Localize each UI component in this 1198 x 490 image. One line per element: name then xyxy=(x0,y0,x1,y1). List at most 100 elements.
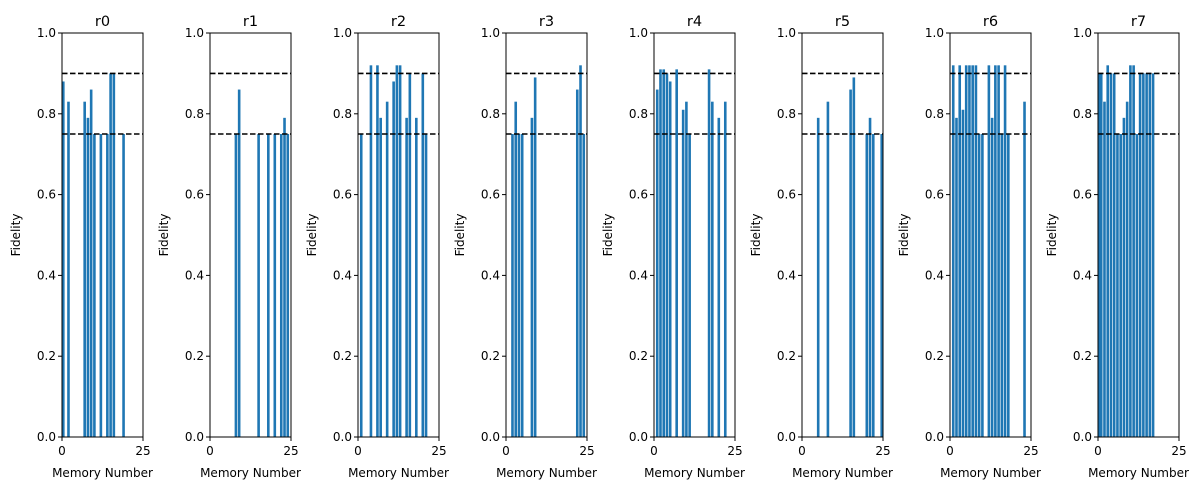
bar xyxy=(1122,117,1126,437)
bar xyxy=(257,134,260,437)
subplot-r0: 0.0 0.2 0.4 0.6 0.8 1.0 0 25 r0 Memory Number Fide… xyxy=(9,14,153,480)
bar xyxy=(958,65,962,437)
x-tick-label: 0 xyxy=(946,444,954,458)
bar xyxy=(530,117,534,437)
bar xyxy=(1109,73,1113,438)
bar xyxy=(1099,73,1103,438)
y-tick-label: 0.2 xyxy=(925,349,944,363)
y-tick-label: 1.0 xyxy=(481,26,500,40)
chart-title: r7 xyxy=(1131,14,1146,30)
bar xyxy=(1148,73,1152,438)
y-tick-label: 0.4 xyxy=(37,268,56,282)
bar xyxy=(668,81,672,437)
x-tick-label: 0 xyxy=(206,444,214,458)
bar xyxy=(237,89,241,437)
bar xyxy=(1116,134,1119,437)
x-tick-label: 25 xyxy=(135,444,150,458)
bar xyxy=(514,101,518,438)
subplot-r2: 0.0 0.2 0.4 0.6 0.8 1.0 0 25 r2 Memory Number Fide… xyxy=(305,14,449,480)
bar xyxy=(968,65,971,437)
bar xyxy=(655,89,659,437)
bar xyxy=(1135,134,1139,437)
y-tick-label: 1.0 xyxy=(777,26,796,40)
x-axis-label: Memory Number xyxy=(1088,466,1189,480)
axes-frame xyxy=(505,32,588,438)
y-tick-label: 0.2 xyxy=(1073,349,1092,363)
bar xyxy=(86,117,90,437)
bar xyxy=(997,65,1000,437)
subplot-r4: 0.0 0.2 0.4 0.6 0.8 1.0 0 25 r4 Memory Number Fide… xyxy=(601,14,745,480)
bar xyxy=(826,101,830,438)
bar xyxy=(665,73,669,438)
bar xyxy=(688,134,691,437)
bar xyxy=(852,77,856,437)
bar xyxy=(685,101,688,438)
subplot-r3: 0.0 0.2 0.4 0.6 0.8 1.0 0 25 r3 Memory Number Fide… xyxy=(453,14,597,480)
y-tick-label: 0.8 xyxy=(37,107,56,121)
y-tick-label: 0.6 xyxy=(333,188,352,202)
bar xyxy=(1103,101,1106,438)
x-tick-label: 0 xyxy=(502,444,510,458)
axes-frame xyxy=(61,32,144,438)
bar xyxy=(880,134,883,437)
x-axis-label: Memory Number xyxy=(940,466,1041,480)
y-axis-label: Fidelity xyxy=(157,214,171,257)
bar xyxy=(1138,73,1142,438)
bar xyxy=(579,65,582,437)
y-tick-label: 0.0 xyxy=(925,430,944,444)
y-axis-label: Fidelity xyxy=(1045,214,1059,257)
axes-frame xyxy=(209,32,292,438)
bar xyxy=(994,65,997,437)
axes-frame xyxy=(653,32,736,438)
bar xyxy=(286,134,290,437)
y-tick-label: 0.4 xyxy=(629,268,648,282)
chart-title: r4 xyxy=(687,14,702,30)
bar xyxy=(1106,65,1110,437)
x-axis-label: Memory Number xyxy=(200,466,301,480)
bar xyxy=(67,101,70,438)
y-tick-label: 0.2 xyxy=(37,349,56,363)
y-tick-label: 0.0 xyxy=(481,430,500,444)
y-tick-label: 0.6 xyxy=(1073,188,1092,202)
y-tick-label: 0.6 xyxy=(185,188,204,202)
bar xyxy=(421,73,425,438)
bar xyxy=(707,69,711,438)
y-tick-label: 0.6 xyxy=(777,188,796,202)
bar xyxy=(1112,73,1116,438)
y-tick-label: 1.0 xyxy=(1073,26,1092,40)
x-axis-label: Memory Number xyxy=(644,466,745,480)
y-tick-label: 1.0 xyxy=(925,26,944,40)
bar xyxy=(424,134,428,437)
bar xyxy=(1023,101,1026,438)
y-axis-label: Fidelity xyxy=(749,214,763,257)
bar xyxy=(961,109,965,437)
y-tick-label: 1.0 xyxy=(333,26,352,40)
bar xyxy=(723,101,727,438)
bar xyxy=(1132,65,1135,437)
x-tick-label: 25 xyxy=(1023,444,1038,458)
subplot-r7: 0.0 0.2 0.4 0.6 0.8 1.0 0 25 r7 Memory Number Fide… xyxy=(1045,14,1189,480)
bar xyxy=(1151,73,1155,438)
y-axis-label: Fidelity xyxy=(897,214,911,257)
y-axis-label: Fidelity xyxy=(453,214,467,257)
x-tick-label: 0 xyxy=(354,444,362,458)
y-tick-label: 0.4 xyxy=(185,268,204,282)
bar xyxy=(511,134,514,437)
x-tick-label: 25 xyxy=(579,444,594,458)
bar xyxy=(533,77,537,437)
y-tick-label: 0.4 xyxy=(1073,268,1092,282)
bar xyxy=(1145,73,1148,438)
y-tick-label: 0.6 xyxy=(925,188,944,202)
bar xyxy=(681,109,685,437)
y-tick-label: 0.6 xyxy=(37,188,56,202)
x-axis-label: Memory Number xyxy=(52,466,153,480)
axes-frame xyxy=(949,32,1032,438)
axes-frame xyxy=(357,32,440,438)
bar xyxy=(385,101,389,438)
bar xyxy=(1000,134,1004,437)
y-tick-label: 1.0 xyxy=(629,26,648,40)
bar xyxy=(1119,134,1122,437)
bar xyxy=(662,69,666,438)
axes-frame xyxy=(801,32,884,438)
bar xyxy=(964,65,968,437)
